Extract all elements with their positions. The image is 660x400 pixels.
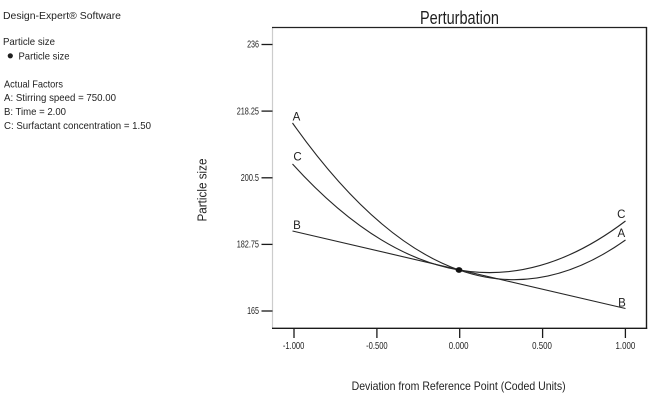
svg-text:218.25: 218.25 <box>237 106 260 117</box>
svg-text:A: A <box>293 112 301 124</box>
svg-text:A: Stirring speed = 750.00: A: Stirring speed = 750.00 <box>4 92 116 104</box>
svg-text:1.000: 1.000 <box>616 341 636 352</box>
svg-text:Particle size: Particle size <box>19 50 70 62</box>
svg-text:Deviation from Reference Point: Deviation from Reference Point (Coded Un… <box>352 379 566 393</box>
svg-text:0.000: 0.000 <box>449 341 469 352</box>
svg-text:236: 236 <box>247 40 259 51</box>
svg-text:-1.000: -1.000 <box>283 341 305 352</box>
svg-text:Particle size: Particle size <box>3 36 55 48</box>
svg-text:182.75: 182.75 <box>237 240 260 251</box>
svg-text:C: C <box>293 152 301 164</box>
svg-text:Actual Factors: Actual Factors <box>4 79 63 91</box>
svg-text:-0.500: -0.500 <box>366 341 388 352</box>
svg-text:C: C <box>617 209 625 221</box>
svg-text:C: Surfactant concentration =: C: Surfactant concentration = 1.50 <box>4 120 151 132</box>
svg-text:B: B <box>293 220 301 232</box>
svg-text:A: A <box>617 228 625 240</box>
svg-text:200.5: 200.5 <box>241 173 260 184</box>
svg-text:Particle size: Particle size <box>196 158 210 221</box>
svg-text:Perturbation: Perturbation <box>420 8 499 28</box>
svg-text:0.500: 0.500 <box>532 341 552 352</box>
svg-text:Design-Expert® Software: Design-Expert® Software <box>3 10 121 22</box>
svg-text:B: B <box>618 298 626 310</box>
svg-text:165: 165 <box>247 306 259 317</box>
svg-text:B: Time = 2.00: B: Time = 2.00 <box>4 106 66 118</box>
